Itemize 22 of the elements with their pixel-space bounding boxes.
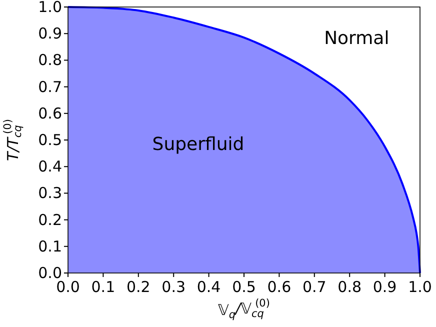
y-tick-label: 0.5 [38,131,62,149]
x-tick-label: 0.5 [232,278,256,296]
y-tick-label: 0.9 [38,24,62,43]
y-tick-label: 0.4 [38,158,62,176]
y-tick-label: 1.0 [38,0,62,16]
x-tick-label: 0.9 [372,278,397,296]
x-tick-label: 1.0 [408,278,432,296]
x-tick-label: 0.6 [267,278,292,296]
x-tick-label: 0.8 [338,278,362,296]
y-tick-label: 0.6 [38,104,62,122]
annotation: Superfluid [152,134,244,156]
y-tick-label: 0.1 [38,237,62,256]
annotation: Normal [324,28,390,49]
y-tick-label: 0.7 [38,78,62,96]
x-tick-label: 0.3 [162,278,186,296]
y-tick-label: 0.8 [38,51,62,70]
x-tick-label: 0.2 [126,278,150,296]
x-tick-label: 0.1 [91,278,116,296]
y-tick-label: 0.2 [38,210,62,229]
x-tick-label: 0.7 [302,278,326,296]
y-tick-label: 0.3 [38,184,62,202]
x-tick-label: 0.4 [196,278,221,296]
